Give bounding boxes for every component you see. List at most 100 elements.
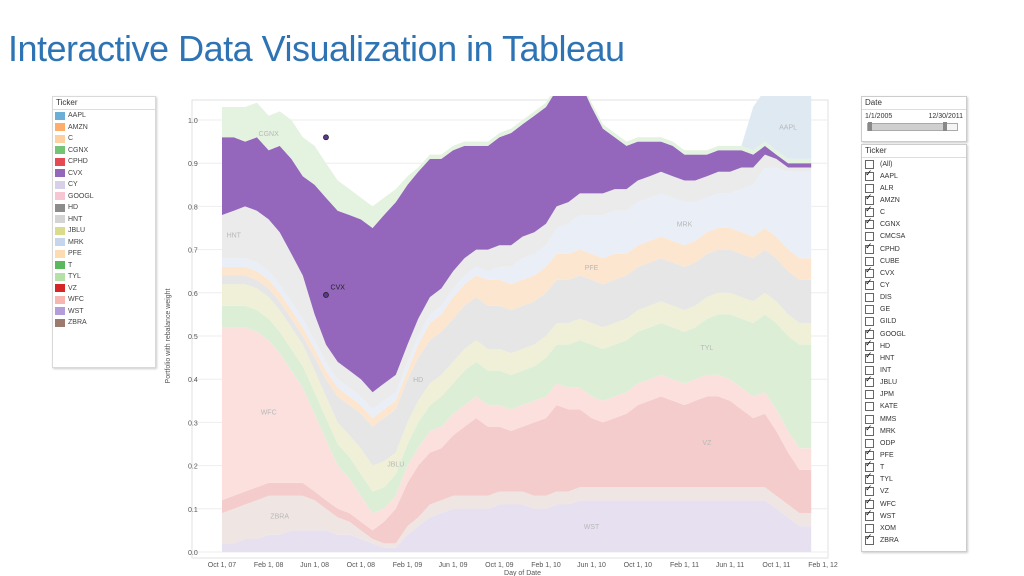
legend-item[interactable]: CY (53, 179, 155, 191)
ticker-checkbox[interactable] (865, 278, 874, 290)
ticker-filter-item[interactable]: CVX (862, 266, 966, 279)
ticker-filter-item[interactable]: HNT (862, 351, 966, 364)
ticker-filter-item[interactable]: INT (862, 364, 966, 376)
ticker-checkbox[interactable] (865, 183, 874, 193)
legend-item[interactable]: CVX (53, 168, 155, 180)
ticker-filter-item[interactable]: JBLU (862, 375, 966, 389)
legend-item[interactable]: WFC (53, 294, 155, 306)
ticker-filter-item[interactable]: TYL (862, 472, 966, 486)
date-filter[interactable]: Date 1/1/2005 12/30/2011 (861, 96, 967, 142)
area-hd[interactable] (222, 249, 812, 466)
ticker-filter-item[interactable]: MMS (862, 413, 966, 425)
ticker-checkbox[interactable] (865, 266, 874, 278)
ticker-filter-item[interactable]: PFE (862, 448, 966, 461)
legend-item[interactable]: MRK (53, 237, 155, 249)
legend-item[interactable]: JBLU (53, 225, 155, 237)
ticker-filter-item[interactable]: MRK (862, 424, 966, 437)
chart-svg[interactable]: WST ZBRA VZ WFC TYL JBLU HD PFE MRK HNT CVX CGNX AAP… (160, 96, 852, 576)
ticker-filter-item[interactable]: WST (862, 509, 966, 522)
ticker-checkbox[interactable] (865, 317, 874, 327)
ticker-filter-item[interactable]: CMCSA (862, 231, 966, 243)
ticker-checkbox[interactable] (865, 256, 874, 266)
area-pfe[interactable] (222, 228, 812, 427)
ticker-filter-item[interactable]: ALR (862, 182, 966, 194)
ticker-filter-item[interactable]: HD (862, 339, 966, 352)
ticker-filter-item[interactable]: CPHD (862, 242, 966, 255)
ticker-filter-item[interactable]: ZBRA (862, 533, 966, 546)
ticker-filter-item[interactable]: KATE (862, 401, 966, 413)
annotation-point[interactable] (323, 292, 329, 298)
ticker-checkbox[interactable] (865, 533, 874, 545)
ticker-checkbox[interactable] (865, 472, 874, 485)
ticker-filter-list[interactable]: (All) AAPL ALR AMZN C CGNX CMCSA CPHD CUBE CVX CY D… (862, 158, 966, 547)
legend-item[interactable]: WST (53, 306, 155, 318)
ticker-checkbox[interactable] (865, 205, 874, 218)
ticker-filter-item[interactable]: CGNX (862, 217, 966, 231)
ticker-filter-item[interactable]: C (862, 205, 966, 219)
annotation-point[interactable] (323, 134, 329, 141)
area-hnt[interactable] (222, 154, 812, 410)
ticker-filter-item[interactable]: GILD (862, 316, 966, 328)
ticker-checkbox[interactable] (865, 523, 874, 533)
ticker-filter-item[interactable]: VZ (862, 484, 966, 498)
ticker-filter-item[interactable]: AMZN (862, 193, 966, 206)
ticker-checkbox[interactable] (865, 497, 874, 509)
ticker-checkbox[interactable] (865, 193, 874, 205)
legend-item[interactable]: GOOGL (53, 191, 155, 203)
ticker-checkbox[interactable] (865, 365, 874, 375)
legend-item[interactable]: C (53, 133, 155, 145)
legend-item[interactable]: AAPL (53, 110, 155, 122)
ticker-checkbox[interactable] (865, 390, 874, 400)
legend-item[interactable]: VZ (53, 283, 155, 295)
area-wfc[interactable] (222, 327, 812, 531)
ticker-filter-item[interactable]: (All) (862, 158, 966, 170)
ticker-checkbox[interactable] (865, 448, 874, 460)
legend-item[interactable]: CPHD (53, 156, 155, 168)
legend-item[interactable]: AMZN (53, 122, 155, 134)
legend-item[interactable]: HNT (53, 214, 155, 226)
ticker-filter-item[interactable]: CUBE (862, 255, 966, 267)
ticker-checkbox[interactable] (865, 339, 874, 351)
ticker-checkbox[interactable] (865, 375, 874, 388)
ticker-checkbox[interactable] (865, 159, 874, 169)
ticker-checkbox[interactable] (865, 305, 874, 315)
ticker-checkbox[interactable] (865, 232, 874, 242)
legend-item[interactable]: ZBRA (53, 317, 155, 329)
ticker-filter-item[interactable]: T (862, 460, 966, 474)
ticker-filter-item[interactable]: GE (862, 304, 966, 316)
ticker-checkbox[interactable] (865, 217, 874, 230)
ticker-checkbox[interactable] (865, 327, 874, 339)
area-vz[interactable] (222, 396, 812, 544)
legend-item[interactable]: T (53, 260, 155, 272)
ticker-filter-item[interactable]: DIS (862, 292, 966, 304)
ticker-filter-item[interactable]: WFC (862, 497, 966, 510)
ticker-filter[interactable]: Ticker (All) AAPL ALR AMZN C CGNX CMCSA CPHD CUB… (861, 144, 967, 552)
ticker-filter-item[interactable]: AAPL (862, 169, 966, 182)
area-wst[interactable] (222, 500, 812, 552)
ticker-checkbox[interactable] (865, 484, 874, 497)
legend-item[interactable]: HD (53, 202, 155, 214)
area-chart[interactable]: WST ZBRA VZ WFC TYL JBLU HD PFE MRK HNT CVX CGNX AAP… (160, 96, 852, 576)
ticker-checkbox[interactable] (865, 424, 874, 436)
ticker-checkbox[interactable] (865, 438, 874, 448)
ticker-filter-item[interactable]: ODP (862, 437, 966, 449)
ticker-checkbox[interactable] (865, 242, 874, 254)
ticker-filter-item[interactable]: XOM (862, 522, 966, 534)
legend-item[interactable]: CGNX (53, 145, 155, 157)
date-slider-handle-start[interactable] (868, 122, 872, 131)
legend-item[interactable]: TYL (53, 271, 155, 283)
ticker-checkbox[interactable] (865, 402, 874, 412)
area-jblu[interactable] (222, 284, 812, 492)
area-mrk[interactable] (222, 167, 812, 419)
area-zbra[interactable] (222, 487, 812, 548)
area-tyl[interactable] (222, 305, 812, 514)
ticker-checkbox[interactable] (865, 509, 874, 521)
area-cvx[interactable] (222, 96, 812, 393)
ticker-checkbox[interactable] (865, 460, 874, 473)
legend-item[interactable]: PFE (53, 248, 155, 260)
ticker-filter-item[interactable]: GOOGL (862, 327, 966, 340)
ticker-checkbox[interactable] (865, 293, 874, 303)
ticker-filter-item[interactable]: JPM (862, 389, 966, 401)
date-slider-handle-end[interactable] (942, 122, 947, 131)
ticker-checkbox[interactable] (865, 169, 874, 181)
